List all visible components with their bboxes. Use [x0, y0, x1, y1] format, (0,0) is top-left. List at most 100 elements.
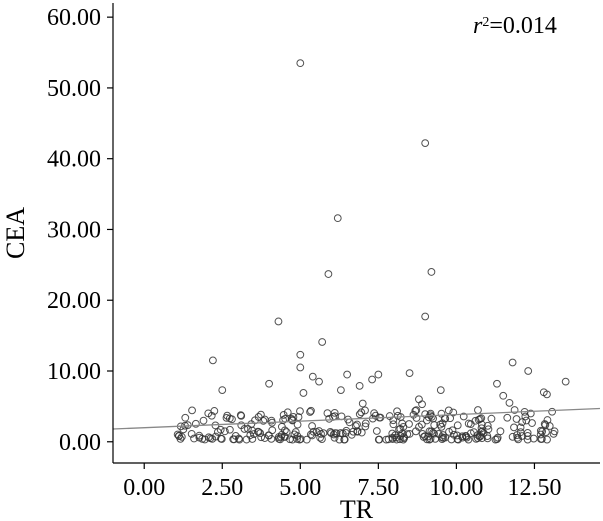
y-tick-label: 60.00: [47, 5, 101, 31]
data-point: [524, 367, 533, 375]
x-tick-label: 5.00: [279, 475, 321, 501]
data-point: [541, 421, 550, 429]
data-point: [445, 427, 453, 436]
data-point: [237, 421, 246, 430]
data-point: [264, 431, 273, 440]
data-point: [308, 431, 317, 440]
x-tick-label: 10.00: [429, 475, 483, 501]
data-point: [353, 420, 361, 429]
data-point: [222, 413, 231, 422]
data-point: [543, 435, 551, 444]
data-point: [493, 379, 501, 388]
data-point: [188, 406, 196, 415]
data-point: [361, 422, 370, 431]
data-point: [318, 435, 326, 443]
data-point: [220, 427, 229, 436]
data-point: [396, 424, 405, 433]
data-point: [484, 425, 493, 434]
data-point: [279, 411, 288, 419]
data-point: [421, 312, 430, 321]
data-point: [382, 435, 391, 444]
data-point: [399, 435, 408, 444]
x-tick-label: 2.50: [201, 475, 243, 501]
data-point: [415, 395, 423, 404]
data-point: [512, 415, 521, 423]
data-point: [308, 372, 317, 381]
data-point: [430, 429, 438, 438]
data-point: [228, 415, 236, 424]
data-point: [358, 399, 367, 408]
data-point: [191, 419, 200, 428]
data-point: [405, 369, 414, 378]
data-point: [199, 416, 208, 425]
data-point: [474, 406, 482, 414]
data-point: [462, 432, 471, 441]
data-point: [513, 433, 522, 442]
data-point: [236, 411, 245, 420]
data-point: [229, 435, 238, 444]
data-point: [323, 409, 332, 418]
data-point: [496, 427, 505, 436]
trend-line: [112, 407, 601, 430]
y-axis-title: CEA: [1, 207, 30, 259]
data-point: [206, 434, 215, 443]
data-point: [459, 412, 468, 421]
data-point: [437, 409, 446, 418]
data-point: [288, 416, 297, 424]
data-point: [423, 435, 431, 444]
data-point: [436, 386, 445, 395]
data-point: [536, 426, 545, 435]
data-point: [372, 427, 381, 435]
data-point: [265, 379, 273, 388]
x-tick-label: 7.50: [357, 475, 399, 501]
data-point: [333, 214, 342, 223]
data-point: [181, 413, 190, 422]
data-point: [308, 422, 316, 430]
data-point: [370, 409, 379, 418]
data-point: [476, 415, 484, 423]
data-point: [412, 414, 421, 422]
data-point: [296, 435, 305, 443]
data-point: [422, 416, 431, 425]
data-point: [385, 412, 394, 420]
data-point: [510, 406, 519, 414]
data-point: [225, 425, 234, 434]
data-point: [217, 434, 225, 443]
data-point: [296, 363, 305, 372]
data-point: [259, 417, 268, 425]
data-point: [296, 350, 305, 359]
data-point: [548, 407, 557, 416]
x-tick-label: 0.00: [123, 475, 165, 501]
data-point: [505, 398, 514, 407]
data-point: [307, 406, 315, 415]
data-point: [361, 419, 370, 428]
data-point: [355, 381, 364, 390]
data-point: [254, 427, 262, 436]
data-point: [315, 377, 323, 386]
data-point: [281, 433, 289, 441]
x-tick-label: 12.50: [507, 475, 561, 501]
y-tick-label: 0.00: [59, 430, 101, 456]
data-point: [448, 426, 457, 435]
data-point: [536, 430, 545, 439]
data-point: [254, 413, 263, 421]
data-point: [487, 414, 496, 423]
y-tick-label: 10.00: [47, 359, 101, 385]
data-point: [374, 370, 383, 379]
data-point: [211, 432, 220, 441]
data-point: [528, 419, 536, 427]
data-point: [561, 377, 570, 386]
data-point: [483, 421, 492, 430]
data-point: [250, 430, 258, 438]
data-point: [398, 429, 407, 438]
data-point: [306, 408, 314, 416]
data-point: [190, 434, 198, 443]
data-point: [540, 420, 549, 428]
data-point: [355, 410, 364, 419]
data-point: [491, 435, 500, 444]
r-squared-annotation: r2=0.014: [473, 13, 557, 39]
data-point: [299, 389, 308, 397]
data-point: [374, 435, 383, 444]
data-point: [438, 419, 447, 428]
data-point: [248, 435, 257, 443]
